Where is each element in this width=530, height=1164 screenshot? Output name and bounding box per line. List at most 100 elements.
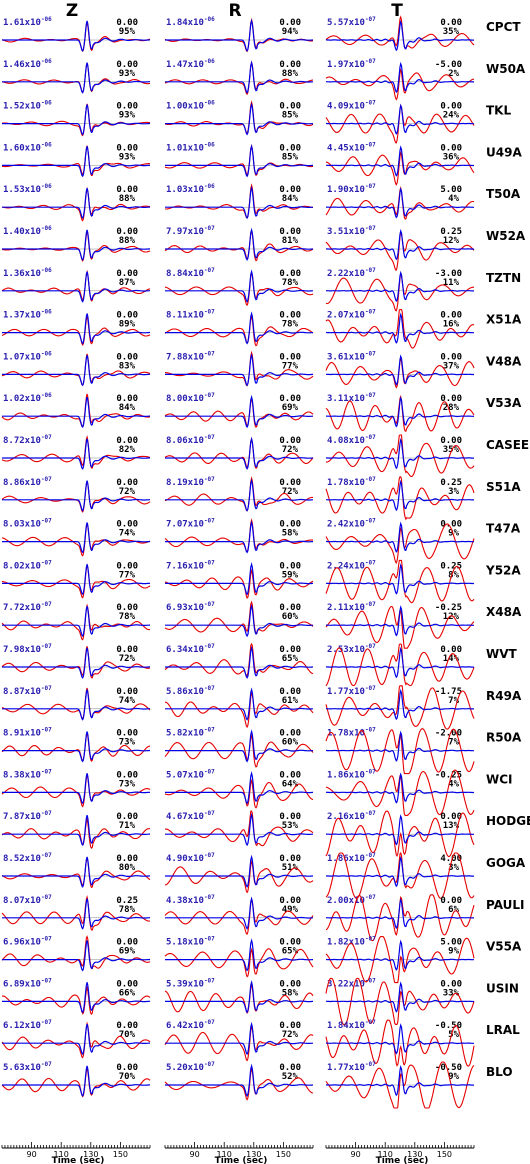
observed-waveform — [1, 603, 150, 641]
time-shift-label: 0.00 — [116, 561, 138, 571]
station-label: WVT — [486, 647, 518, 661]
fit-percent-label: 60% — [282, 738, 299, 748]
fit-percent-label: 60% — [282, 612, 299, 622]
synthetic-waveform — [165, 60, 313, 94]
time-shift-label: 0.00 — [279, 687, 301, 697]
trace-panel-t: 2.24x10-07 0.258% — [325, 559, 475, 604]
synthetic-waveform — [165, 436, 313, 470]
observed-waveform — [1, 316, 151, 346]
fit-percent-label: 66% — [119, 988, 136, 998]
peak-amplitude-label: 1.52x10-06 — [3, 100, 52, 112]
time-shift-label: 0.00 — [279, 311, 301, 321]
time-shift-label: 0.00 — [116, 729, 138, 739]
synthetic-waveform — [165, 896, 313, 930]
synthetic-waveform — [2, 271, 150, 303]
peak-amplitude-label: 2.22x10-07 — [327, 267, 376, 279]
fit-percent-label: 93% — [119, 69, 136, 79]
amplitude-exponent: -06 — [204, 141, 215, 148]
synthetic-waveform — [326, 521, 474, 553]
peak-amplitude-label: 3.11x10-07 — [327, 392, 376, 404]
fit-percent-label: 78% — [282, 278, 299, 288]
synthetic-waveform — [2, 814, 150, 847]
amplitude-exponent: -06 — [41, 267, 52, 274]
synthetic-waveform — [2, 605, 150, 638]
fit-percent-label: 72% — [282, 445, 299, 455]
time-shift-label: 0.00 — [279, 352, 301, 362]
station-label: CPCT — [486, 20, 521, 34]
amplitude-exponent: -07 — [204, 1019, 215, 1026]
peak-amplitude-label: 6.42x10-07 — [166, 1019, 215, 1031]
synthetic-waveform — [165, 729, 313, 763]
tick-label: 130 — [246, 1150, 261, 1159]
time-shift-label: 0.00 — [440, 311, 462, 321]
fit-percent-label: 28% — [443, 403, 460, 413]
time-shift-label: 0.00 — [279, 896, 301, 906]
amplitude-exponent: -07 — [365, 100, 376, 107]
peak-amplitude-label: 1.84x10-07 — [327, 1019, 376, 1031]
time-shift-label: 0.00 — [116, 812, 138, 822]
fit-percent-label: 89% — [119, 320, 136, 330]
station-label: T50A — [486, 187, 521, 201]
amplitude-exponent: -06 — [204, 16, 215, 23]
amplitude-exponent: -07 — [41, 476, 52, 483]
peak-amplitude-label: 8.86x10-07 — [3, 476, 52, 488]
tick-label: 150 — [113, 1150, 128, 1159]
station-label: W50A — [486, 62, 526, 76]
tick-label: 90 — [190, 1150, 200, 1159]
fit-percent-label: 3% — [448, 863, 459, 873]
observed-waveform — [164, 691, 314, 729]
synthetic-waveform — [2, 62, 150, 94]
station-label: GOGA — [486, 856, 526, 870]
observed-waveform — [164, 1024, 314, 1062]
observed-waveform — [1, 1068, 151, 1098]
peak-amplitude-label: 1.00x10-06 — [166, 100, 215, 112]
fit-percent-label: 73% — [119, 738, 136, 748]
tick-label: 110 — [378, 1150, 393, 1159]
time-shift-label: 0.00 — [279, 18, 301, 28]
time-shift-label: 0.00 — [279, 143, 301, 153]
peak-amplitude-label: 7.87x10-07 — [3, 810, 52, 822]
synthetic-waveform — [326, 1064, 474, 1097]
time-shift-label: 0.25 — [440, 227, 462, 237]
amplitude-exponent: -07 — [365, 141, 376, 148]
time-shift-label: 0.00 — [116, 854, 138, 864]
fit-percent-label: 49% — [282, 905, 299, 915]
time-shift-label: 0.00 — [440, 352, 462, 362]
fit-percent-label: 24% — [443, 111, 460, 121]
observed-waveform — [1, 353, 151, 387]
amplitude-exponent: -06 — [41, 309, 52, 316]
station-label: W52A — [486, 229, 526, 243]
tick-label: 110 — [217, 1150, 232, 1159]
synthetic-waveform — [165, 1021, 313, 1056]
fit-percent-label: 73% — [119, 779, 136, 789]
trace-panel-t: 2.42x10-07 0.009% — [325, 518, 475, 565]
time-axis-r: 90 110 130 150 Time (sec) — [164, 1142, 314, 1164]
station-label: R50A — [486, 731, 522, 745]
observed-waveform — [1, 895, 151, 931]
x-axis-label: Time (sec) — [215, 1156, 268, 1164]
peak-amplitude-label: 1.78x10-07 — [327, 727, 376, 739]
peak-amplitude-label: 4.67x10-07 — [166, 810, 215, 822]
time-shift-label: -5.00 — [435, 60, 462, 70]
time-shift-label: 0.00 — [116, 102, 138, 112]
amplitude-exponent: -07 — [365, 1019, 376, 1026]
peak-amplitude-label: 1.53x10-06 — [3, 183, 52, 195]
synthetic-waveform — [326, 855, 474, 888]
fit-percent-label: 37% — [443, 361, 460, 371]
